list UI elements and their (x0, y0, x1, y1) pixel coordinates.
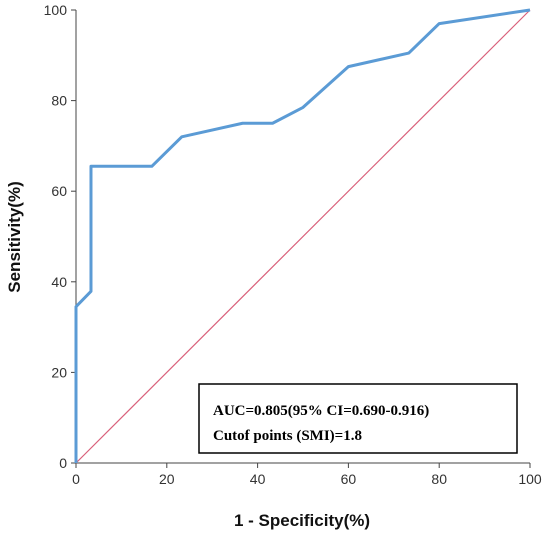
x-tick-label: 60 (341, 471, 357, 487)
roc-curve-line (74, 8, 531, 463)
x-tick-label: 80 (431, 471, 447, 487)
y-axis-title: Sensitivity(%) (5, 181, 24, 292)
x-axis-ticks: 0 20 40 60 80 100 (72, 463, 542, 487)
y-tick-label: 80 (51, 93, 67, 109)
x-tick-label: 40 (250, 471, 266, 487)
annotation-box: AUC=0.805(95% CI=0.690-0.916) Cutof poin… (198, 383, 518, 454)
x-tick-label: 100 (518, 471, 542, 487)
y-axis-ticks: 0 20 40 60 80 100 (44, 2, 76, 471)
x-tick-label: 0 (72, 471, 80, 487)
x-axis-title: 1 - Specificity(%) (234, 511, 370, 530)
reference-diagonal-line (75, 9, 531, 464)
y-tick-label: 60 (51, 183, 67, 199)
annotation-line-auc: AUC=0.805(95% CI=0.690-0.916) (213, 403, 429, 419)
y-tick-label: 100 (44, 2, 68, 18)
y-tick-label: 40 (51, 274, 67, 290)
annotation-line-cutoff: Cutof points (SMI)=1.8 (213, 428, 362, 444)
x-tick-label: 20 (159, 471, 175, 487)
annotation-frame (198, 383, 518, 454)
series-layer (74, 8, 531, 464)
y-tick-label: 20 (51, 364, 67, 380)
y-tick-label: 0 (59, 455, 67, 471)
